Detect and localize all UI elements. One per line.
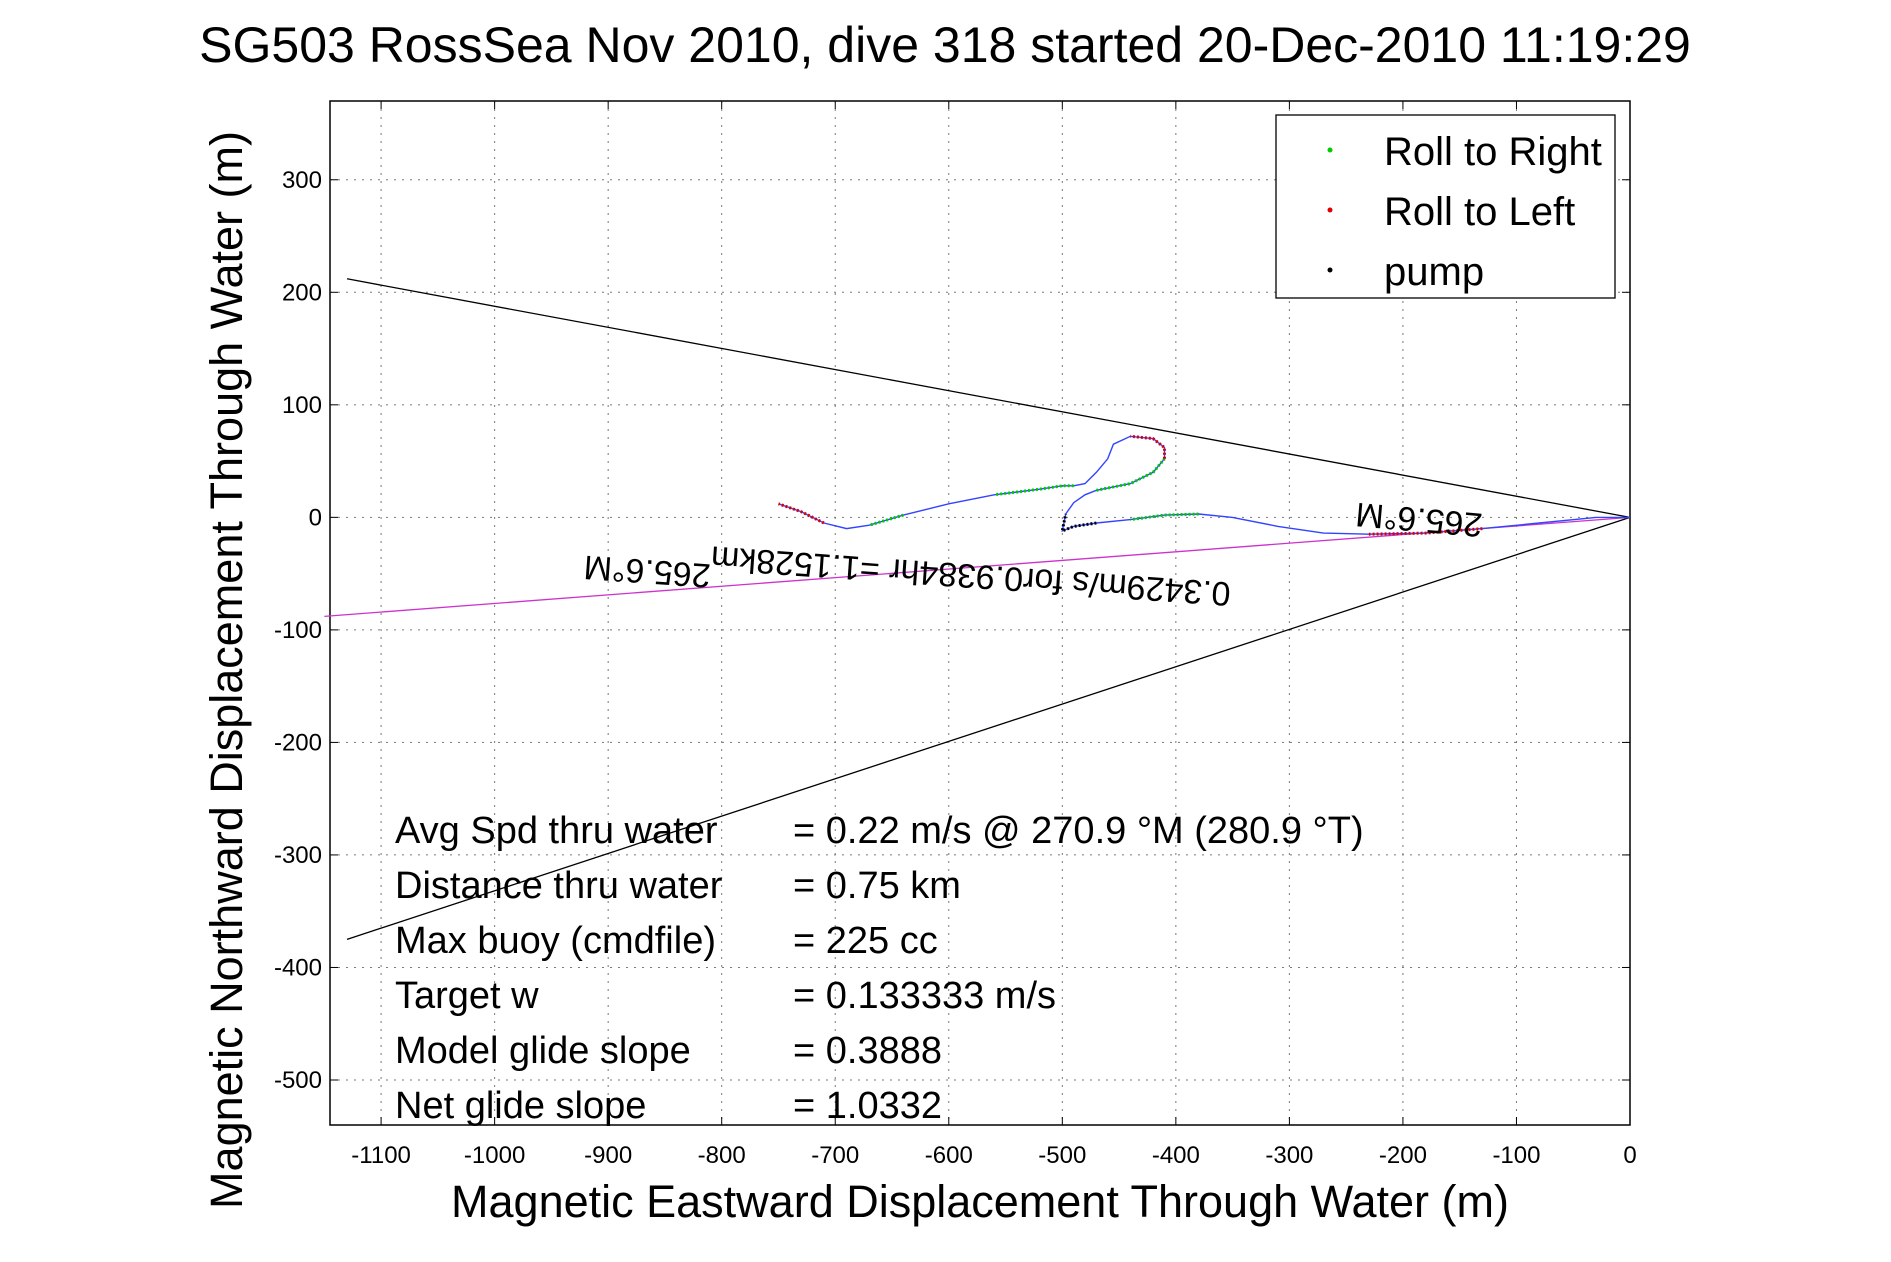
stat-value: = 0.22 m/s @ 270.9 °M (280.9 °T)	[793, 810, 1364, 852]
legend-marker	[1327, 147, 1333, 153]
x-tick-label: -1000	[464, 1142, 525, 1169]
y-tick-label: -200	[274, 729, 322, 756]
legend: Roll to Right Roll to Left pump	[1275, 114, 1616, 299]
dive-stats: Avg Spd thru water = 0.22 m/s @ 270.9 °M …	[395, 810, 1364, 1127]
cone-lower-line	[346, 516, 1631, 940]
x-tick-label: -200	[1379, 1142, 1427, 1169]
legend-marker	[1327, 267, 1333, 273]
y-tick-label: 200	[282, 279, 322, 306]
y-tick-label: 100	[282, 392, 322, 419]
stat-label: Avg Spd thru water	[395, 810, 718, 852]
roll-right-segment	[868, 513, 904, 527]
y-tick-label: -400	[274, 954, 322, 981]
stat-value: = 225 cc	[793, 920, 938, 962]
x-tick-label: 0	[1623, 1142, 1636, 1169]
glider-track	[778, 434, 1630, 536]
heading-annotation: 265.6°M	[582, 548, 711, 595]
stat-label: Distance thru water	[395, 865, 723, 907]
legend-marker	[1327, 207, 1333, 213]
legend-label: Roll to Right	[1384, 130, 1602, 174]
x-tick-label: -1100	[351, 1142, 411, 1169]
x-tick-label: -600	[925, 1142, 973, 1169]
y-tick-label: 300	[282, 167, 322, 194]
y-axis-label: Magnetic Northward Displacement Through …	[201, 131, 252, 1209]
roll-right-segment	[1130, 512, 1199, 522]
x-tick-label: -100	[1492, 1142, 1540, 1169]
roll-left-segment	[1130, 434, 1166, 459]
stat-label: Max buoy (cmdfile)	[395, 920, 716, 962]
y-tick-label: -100	[274, 617, 322, 644]
chart-title: SG503 RossSea Nov 2010, dive 318 started…	[199, 17, 1691, 73]
stat-label: Target w	[395, 975, 539, 1017]
track-line	[778, 435, 1630, 535]
y-tick-label: 0	[309, 504, 322, 531]
x-tick-label: -900	[584, 1142, 632, 1169]
roll-left-segment	[778, 502, 825, 525]
stat-value: = 0.75 km	[793, 865, 961, 907]
roll-right-segment	[1096, 457, 1166, 492]
roll-right-segment	[994, 484, 1074, 497]
grid	[330, 101, 1630, 1125]
x-tick-label: -700	[811, 1142, 859, 1169]
x-tick-label: -800	[698, 1142, 746, 1169]
pump-segment	[1060, 513, 1097, 534]
y-tick-label: -500	[274, 1067, 322, 1094]
x-tick-label: -300	[1265, 1142, 1313, 1169]
stat-value: = 0.3888	[793, 1030, 942, 1072]
stat-label: Net glide slope	[395, 1085, 646, 1127]
roll-left-segment	[1368, 527, 1483, 536]
x-axis-label: Magnetic Eastward Displacement Through W…	[451, 1176, 1509, 1227]
stat-label: Model glide slope	[395, 1030, 691, 1072]
cone-upper-line	[346, 278, 1631, 518]
stat-value: = 0.133333 m/s	[793, 975, 1056, 1017]
x-tick-label: -400	[1152, 1142, 1200, 1169]
axis-ticks: -1100 -1000 -900 -800 -700 -600 -500 -400 -300 -2…	[274, 101, 1637, 1169]
legend-label: pump	[1384, 250, 1484, 294]
y-tick-label: -300	[274, 842, 322, 869]
legend-box	[1275, 114, 1616, 299]
x-tick-label: -500	[1038, 1142, 1086, 1169]
stat-value: = 1.0332	[793, 1085, 942, 1127]
legend-label: Roll to Left	[1384, 190, 1575, 234]
